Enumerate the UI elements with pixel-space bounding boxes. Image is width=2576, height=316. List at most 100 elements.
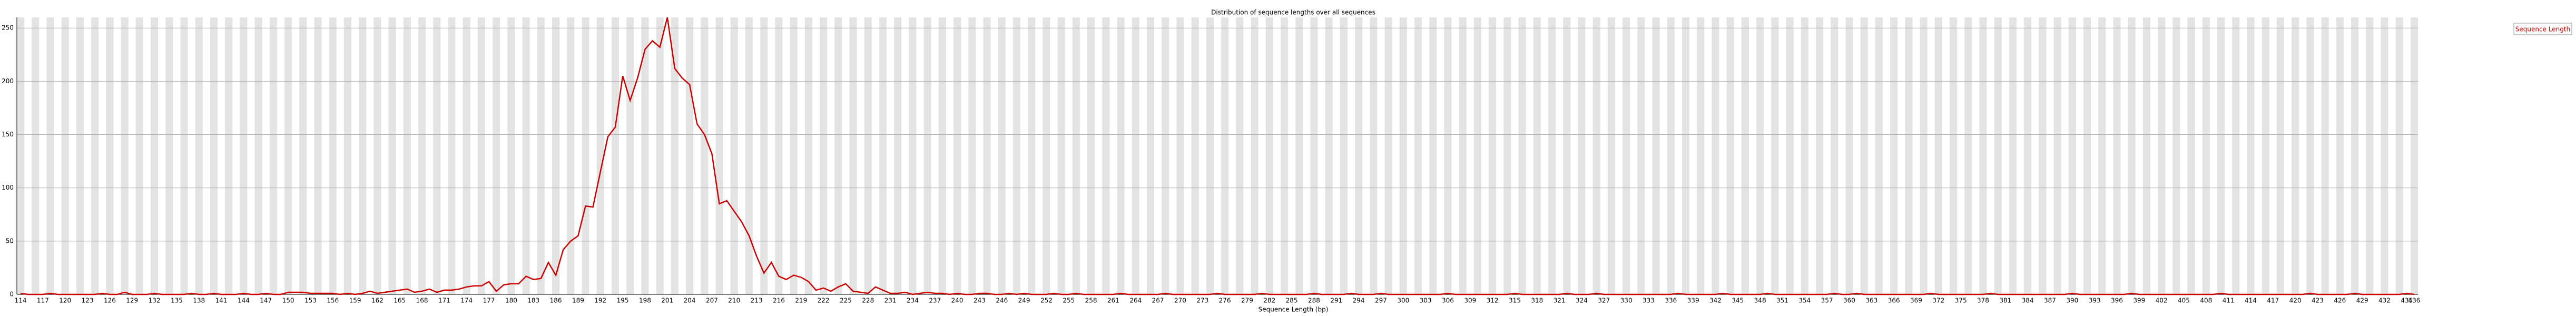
stripe: [2306, 17, 2314, 294]
x-tick-label: 402: [2156, 297, 2168, 304]
stripe: [463, 17, 470, 294]
stripe: [1295, 17, 1303, 294]
stripe: [909, 17, 917, 294]
y-tick-label: 200: [2, 77, 14, 85]
x-tick-label: 198: [639, 297, 651, 304]
x-tick-label: 252: [1040, 297, 1053, 304]
x-tick-label: 249: [1018, 297, 1030, 304]
stripe: [611, 17, 620, 294]
stripe: [2024, 17, 2032, 294]
stripe: [1712, 17, 1719, 294]
stripe: [1994, 17, 2002, 294]
x-tick-label: 375: [1955, 297, 1967, 304]
x-tick-label: 177: [483, 297, 495, 304]
stripe: [522, 17, 530, 294]
stripe: [17, 17, 25, 294]
stripe: [2202, 17, 2210, 294]
stripe: [2068, 17, 2076, 294]
stripe: [820, 17, 828, 294]
stripe: [1934, 17, 1942, 294]
stripe: [671, 17, 679, 294]
stripe: [418, 17, 426, 294]
x-tick-label: 195: [617, 297, 629, 304]
stripe: [715, 17, 723, 294]
x-tick-label: 135: [171, 297, 183, 304]
x-tick-label: 378: [1977, 297, 1989, 304]
stripe: [1652, 17, 1660, 294]
x-tick-label: 351: [1776, 297, 1788, 304]
x-tick-label: 273: [1196, 297, 1208, 304]
stripe: [151, 17, 159, 294]
x-tick-label: 240: [951, 297, 963, 304]
x-tick-label: 366: [1888, 297, 1900, 304]
stripe: [477, 17, 486, 294]
x-tick-label: 153: [304, 297, 317, 304]
stripe: [388, 17, 396, 294]
stripe: [804, 17, 812, 294]
stripe: [1697, 17, 1705, 294]
stripe: [2410, 17, 2418, 294]
x-tick-label: 243: [974, 297, 986, 304]
x-tick-label: 369: [1910, 297, 1922, 304]
x-tick-label: 336: [1665, 297, 1677, 304]
x-tick-label: 372: [1932, 297, 1944, 304]
stripe: [373, 17, 381, 294]
x-tick-label: 225: [840, 297, 852, 304]
x-tick-label: 222: [818, 297, 830, 304]
stripe: [1162, 17, 1169, 294]
stripe: [582, 17, 589, 294]
stripe: [2381, 17, 2388, 294]
stripe: [2113, 17, 2121, 294]
x-tick-label: 180: [505, 297, 517, 304]
stripe: [1845, 17, 1853, 294]
x-tick-label: 255: [1063, 297, 1075, 304]
x-tick-label: 420: [2289, 297, 2302, 304]
x-tick-label: 228: [862, 297, 874, 304]
x-tick-label: 429: [2356, 297, 2368, 304]
stripe: [1310, 17, 1318, 294]
x-tick-label: 436: [2408, 297, 2420, 304]
stripe: [2292, 17, 2299, 294]
stripe: [135, 17, 143, 294]
stripe: [106, 17, 114, 294]
stripe: [1607, 17, 1615, 294]
x-tick-label: 387: [2044, 297, 2056, 304]
x-tick-label: 270: [1174, 297, 1186, 304]
x-tick-label: 165: [394, 297, 406, 304]
x-tick-label: 327: [1598, 297, 1610, 304]
x-tick-label: 183: [527, 297, 539, 304]
stripe: [1370, 17, 1378, 294]
x-tick-label: 162: [371, 297, 384, 304]
stripe: [1503, 17, 1511, 294]
x-tick-label: 117: [37, 297, 49, 304]
stripe: [1265, 17, 1273, 294]
stripe: [359, 17, 367, 294]
x-tick-label: 132: [149, 297, 161, 304]
x-tick-label: 264: [1129, 297, 1142, 304]
x-tick-label: 267: [1152, 297, 1164, 304]
stripe: [225, 17, 233, 294]
stripe: [596, 17, 604, 294]
stripe: [2009, 17, 2017, 294]
stripe: [537, 17, 545, 294]
stripe: [284, 17, 292, 294]
x-tick-label: 159: [349, 297, 361, 304]
stripe: [507, 17, 515, 294]
stripe: [2053, 17, 2061, 294]
stripe: [1756, 17, 1764, 294]
x-tick-label: 279: [1241, 297, 1253, 304]
x-tick-label: 129: [126, 297, 138, 304]
stripe: [1741, 17, 1749, 294]
stripe: [1236, 17, 1244, 294]
x-tick-label: 216: [773, 297, 785, 304]
x-tick-label: 168: [416, 297, 428, 304]
stripe: [552, 17, 560, 294]
stripe: [343, 17, 352, 294]
stripe: [32, 17, 40, 294]
x-tick-label: 408: [2200, 297, 2212, 304]
x-tick-label: 219: [795, 297, 807, 304]
stripe: [2128, 17, 2136, 294]
x-tick-label: 396: [2111, 297, 2123, 304]
stripe: [923, 17, 931, 294]
x-tick-label: 411: [2223, 297, 2235, 304]
